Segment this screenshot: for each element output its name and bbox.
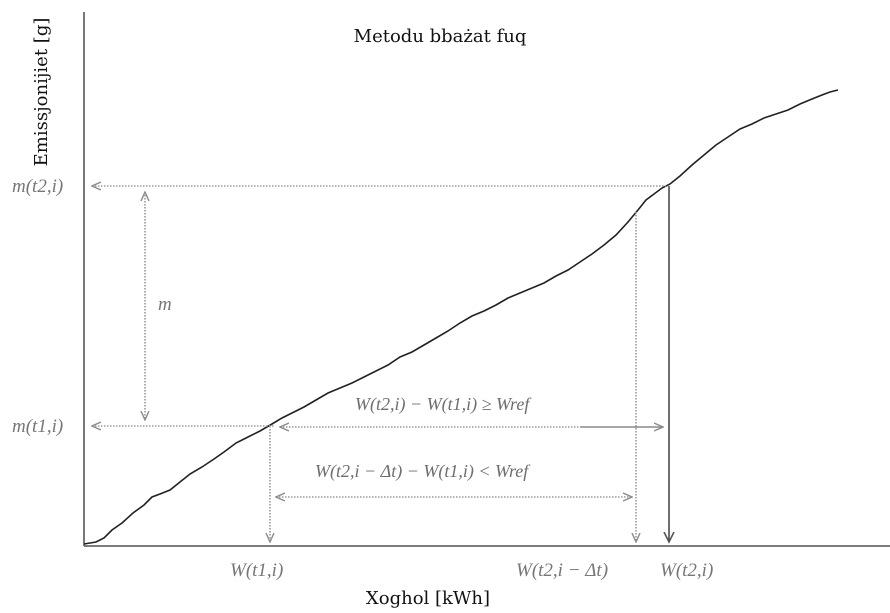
- y-axis-label: Emissjonijiet [g]: [31, 18, 52, 167]
- end-minus-dt-work-label: W(t2,i − Δt): [516, 560, 608, 581]
- mass-difference-label: m: [158, 294, 172, 315]
- cumulative-emissions-curve: [83, 89, 839, 545]
- lower-mass-label: m(t1,i): [12, 416, 63, 437]
- end-work-label: W(t2,i): [660, 560, 713, 581]
- x-axis-label: Xoghol [kWh]: [366, 588, 490, 609]
- upper-mass-label: m(t2,i): [12, 176, 63, 197]
- condition-lt-label: W(t2,i − Δt) − W(t1,i) < Wref: [315, 461, 531, 482]
- start-work-label: W(t1,i): [230, 560, 283, 581]
- diagram-title: Metodu bbażat fuq: [354, 26, 527, 47]
- condition-ge-label: W(t2,i) − W(t1,i) ≥ Wref: [355, 394, 532, 415]
